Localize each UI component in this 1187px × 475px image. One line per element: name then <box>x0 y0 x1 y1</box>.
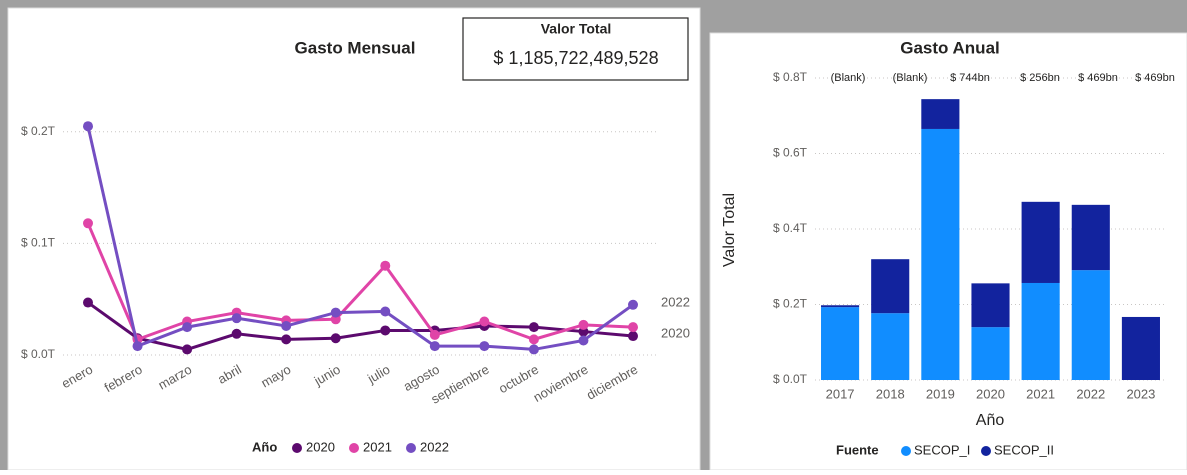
y-tick-label: $ 0.2T <box>773 297 808 311</box>
legend-swatch <box>981 446 991 456</box>
bar-segment <box>1071 270 1110 380</box>
x-tick-label: 2020 <box>976 386 1005 401</box>
bar-segment <box>1071 204 1110 271</box>
x-tick-label: 2017 <box>826 386 855 401</box>
point <box>578 335 589 346</box>
point <box>429 329 440 340</box>
card-value: $ 1,185,722,489,528 <box>493 48 658 68</box>
annotation: (Blank) <box>831 72 866 84</box>
card-title: Valor Total <box>541 21 612 37</box>
point <box>628 322 638 333</box>
annotation: $ 744bn <box>950 72 990 84</box>
point <box>182 322 193 333</box>
annotation: $ 469bn <box>1135 72 1175 84</box>
point <box>479 316 490 327</box>
bottom-strip <box>0 470 1187 475</box>
point <box>528 344 539 355</box>
point <box>83 297 93 308</box>
point <box>528 322 539 333</box>
annotation: $ 256bn <box>1020 72 1060 84</box>
series-line <box>86 222 634 342</box>
bar-segment <box>871 259 910 314</box>
point <box>628 331 638 342</box>
bar-segment <box>971 327 1010 380</box>
legend-title: Año <box>252 439 277 454</box>
chart-title: Gasto Anual <box>900 38 1000 57</box>
point <box>628 299 638 310</box>
point <box>429 341 440 352</box>
x-tick-label: 2023 <box>1126 386 1155 401</box>
chart-title: Gasto Mensual <box>295 38 416 57</box>
bar-segment <box>1021 282 1060 380</box>
bar-segment <box>821 307 860 380</box>
point <box>83 218 93 229</box>
x-tick-label: 2021 <box>1026 386 1055 401</box>
legend-title: Fuente <box>836 442 879 457</box>
point <box>182 344 193 355</box>
point <box>380 260 391 271</box>
y-axis-label: Valor Total <box>721 193 738 267</box>
legend-swatch <box>292 443 302 453</box>
point <box>479 341 490 352</box>
card <box>462 17 689 81</box>
bar-segment <box>971 283 1010 328</box>
legend-label: SECOP_I <box>914 442 970 457</box>
legend-swatch <box>901 446 911 456</box>
legend-label: SECOP_II <box>994 442 1054 457</box>
bar-segment <box>871 313 910 380</box>
bar-segment <box>921 128 960 380</box>
end-label: 2020 <box>661 325 690 340</box>
point <box>132 341 143 352</box>
legend-swatch <box>406 443 416 453</box>
y-tick-label: $ 0.0T <box>773 372 808 386</box>
point <box>380 306 391 317</box>
point <box>330 307 341 318</box>
y-tick-label: $ 0.0T <box>21 347 56 361</box>
point <box>528 334 539 345</box>
x-axis-label: Año <box>976 412 1005 429</box>
bar-segment <box>821 305 860 308</box>
bar-segment <box>1021 201 1060 283</box>
point <box>380 325 391 336</box>
legend-label: 2021 <box>363 439 392 454</box>
legend-label: 2020 <box>306 439 335 454</box>
series-line <box>86 125 634 351</box>
x-tick-label: 2019 <box>926 386 955 401</box>
point <box>281 320 292 331</box>
y-tick-label: $ 0.4T <box>773 221 808 235</box>
point <box>330 333 341 344</box>
point <box>281 334 292 345</box>
series-line <box>87 301 634 351</box>
y-tick-label: $ 0.6T <box>773 146 808 160</box>
y-tick-label: $ 0.2T <box>21 124 56 138</box>
x-tick-label: 2022 <box>1076 386 1105 401</box>
point <box>578 319 589 330</box>
point <box>83 121 93 132</box>
legend-swatch <box>349 443 359 453</box>
bar-segment <box>921 99 960 129</box>
point <box>231 313 242 324</box>
left-panel <box>7 7 701 471</box>
x-tick-label: 2018 <box>876 386 905 401</box>
bar-segment <box>1121 316 1160 380</box>
legend-label: 2022 <box>420 439 449 454</box>
point <box>231 328 242 339</box>
y-tick-label: $ 0.8T <box>773 70 808 84</box>
annotation: (Blank) <box>893 72 928 84</box>
end-label: 2022 <box>661 294 690 309</box>
annotation: $ 469bn <box>1078 72 1118 84</box>
y-tick-label: $ 0.1T <box>21 236 56 250</box>
